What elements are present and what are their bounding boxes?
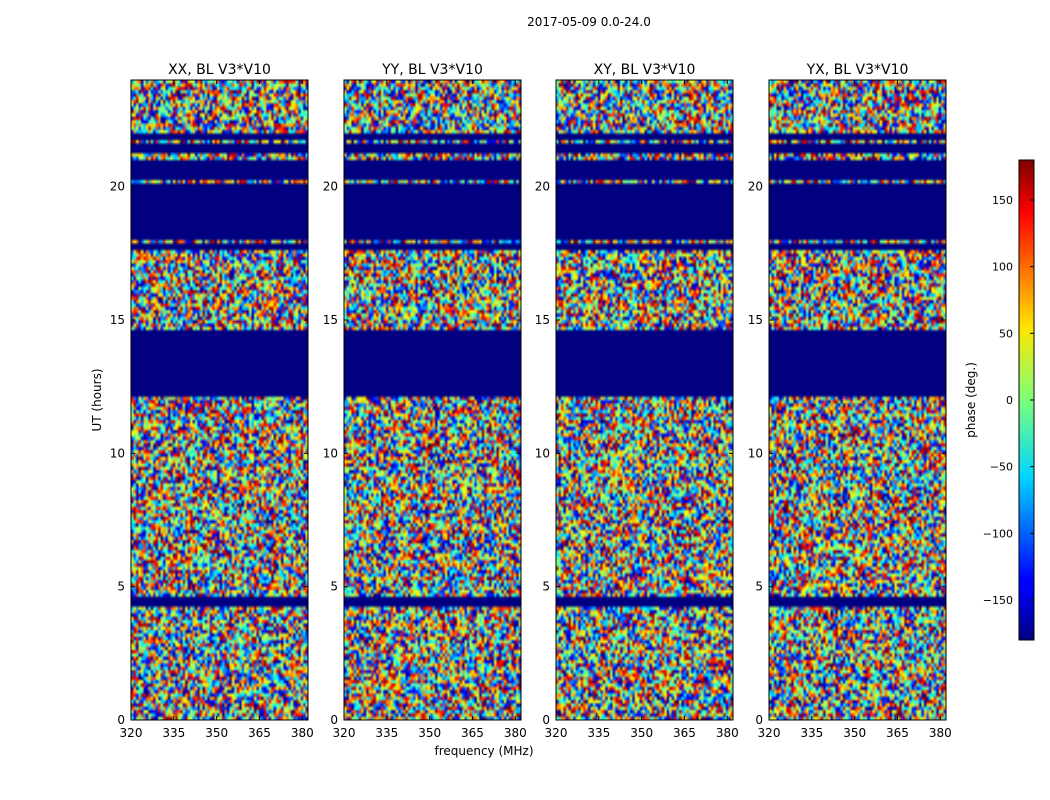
x-tick-label: 350 (843, 726, 866, 740)
y-tick-label: 0 (330, 713, 338, 727)
y-tick-label: 20 (535, 180, 550, 194)
x-tick-label: 365 (673, 726, 696, 740)
y-tick-label: 20 (748, 180, 763, 194)
y-tick-label: 10 (110, 446, 125, 460)
x-tick-label: 365 (461, 726, 484, 740)
panel-title: XX, BL V3*V10 (168, 62, 271, 78)
phase-heatmap (769, 80, 946, 720)
y-tick-label: 20 (323, 180, 338, 194)
x-tick-label: 365 (248, 726, 271, 740)
y-tick-label: 10 (323, 446, 338, 460)
x-tick-label: 320 (120, 726, 143, 740)
x-tick-label: 320 (758, 726, 781, 740)
colorbar-tick-label: 0 (1006, 394, 1013, 407)
colorbar-tick-label: 50 (999, 327, 1013, 340)
x-axis-label: frequency (MHz) (434, 744, 533, 758)
x-tick-label: 365 (886, 726, 909, 740)
x-tick-label: 350 (205, 726, 228, 740)
y-tick-label: 5 (755, 580, 763, 594)
y-tick-label: 5 (330, 580, 338, 594)
panel-frame (768, 79, 947, 721)
y-tick-label: 0 (755, 713, 763, 727)
panel-yy: YY, BL V3*V10 320 335 350 365 380 0 5 10 15 20 (323, 62, 527, 740)
panel-title: YY, BL V3*V10 (381, 62, 483, 78)
x-tick-label: 380 (504, 726, 527, 740)
y-tick-label: 15 (323, 313, 338, 327)
colorbar-label: phase (deg.) (964, 362, 978, 438)
phase-heatmap (131, 80, 308, 720)
colorbar-tick-label: −150 (983, 594, 1013, 607)
y-tick-label: 10 (748, 446, 763, 460)
colorbar-tick-label: 100 (992, 261, 1013, 274)
x-tick-label: 335 (800, 726, 823, 740)
x-tick-label: 350 (630, 726, 653, 740)
panel-frame (343, 79, 522, 721)
panel-xx: XX, BL V3*V10 320 335 350 365 380 0 5 10 15 20 (110, 62, 314, 740)
panel-yx: YX, BL V3*V10 320 335 350 365 380 0 5 10 15 20 (748, 62, 952, 740)
x-tick-label: 380 (291, 726, 314, 740)
y-tick-label: 0 (542, 713, 550, 727)
y-tick-label: 10 (535, 446, 550, 460)
y-axis-label: UT (hours) (90, 368, 104, 431)
y-tick-label: 15 (748, 313, 763, 327)
colorbar-tick-label: −50 (990, 461, 1013, 474)
x-tick-label: 320 (545, 726, 568, 740)
y-tick-label: 0 (117, 713, 125, 727)
x-tick-label: 380 (716, 726, 739, 740)
panel-xy: XY, BL V3*V10 320 335 350 365 380 0 5 10 15 20 (535, 62, 739, 740)
panel-title: YX, BL V3*V10 (806, 62, 909, 78)
x-tick-label: 335 (375, 726, 398, 740)
y-tick-label: 15 (110, 313, 125, 327)
y-tick-label: 15 (535, 313, 550, 327)
x-tick-label: 380 (929, 726, 952, 740)
colorbar-tick-label: 150 (992, 194, 1013, 207)
phase-heatmap (344, 80, 521, 720)
x-tick-label: 335 (587, 726, 610, 740)
panel-title: XY, BL V3*V10 (594, 62, 696, 78)
y-tick-label: 20 (110, 180, 125, 194)
y-tick-label: 5 (542, 580, 550, 594)
x-tick-label: 320 (333, 726, 356, 740)
colorbar-ticks: −150 −100 −50 0 50 100 150 (983, 194, 1034, 607)
x-tick-label: 335 (162, 726, 185, 740)
colorbar-tick-label: −100 (983, 527, 1013, 540)
phase-heatmap (556, 80, 733, 720)
figure-title: 2017-05-09 0.0-24.0 (527, 15, 651, 29)
y-tick-label: 5 (117, 580, 125, 594)
panel-frame (555, 79, 734, 721)
x-tick-label: 350 (418, 726, 441, 740)
panel-frame (130, 79, 309, 721)
